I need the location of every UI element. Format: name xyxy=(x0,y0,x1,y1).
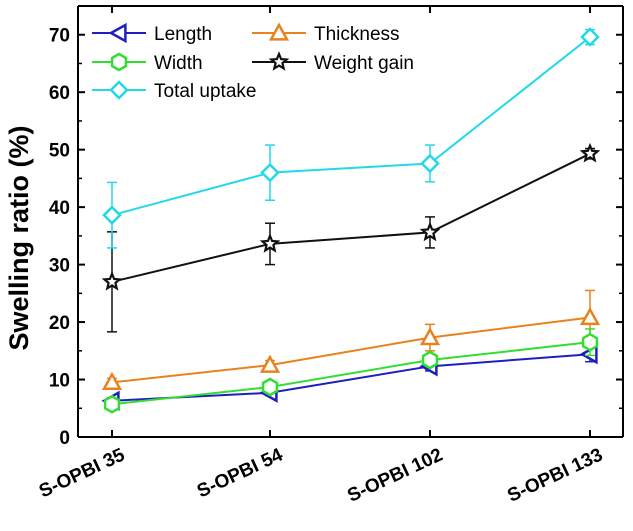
legend-item-length: Length xyxy=(92,22,212,45)
total-uptake-point xyxy=(420,153,440,174)
thickness-point xyxy=(101,371,123,391)
y-tick-label: 20 xyxy=(49,313,70,334)
legend-marker-total-uptake xyxy=(109,80,129,100)
legend-marker-thickness xyxy=(268,22,290,41)
legend: Length Thickness Width Weight gain Total upt… xyxy=(92,22,414,102)
legend-item-total-uptake: Total uptake xyxy=(92,80,256,102)
series-width xyxy=(103,328,599,414)
x-category-label: S-OPBI 54 xyxy=(194,444,287,502)
x-category-label: S-OPBI 35 xyxy=(36,444,129,502)
y-tick-label: 40 xyxy=(49,198,70,219)
total-uptake-point xyxy=(260,162,280,183)
weight-gain-point xyxy=(419,221,441,242)
series-length xyxy=(101,344,598,411)
series-weight-gain xyxy=(101,142,601,333)
x-category-label: S-OPBI 102 xyxy=(344,444,446,506)
legend-item-thickness: Thickness xyxy=(252,22,400,45)
width-point xyxy=(261,377,279,397)
legend-marker-length xyxy=(108,22,127,44)
width-point xyxy=(421,350,439,370)
thickness-point xyxy=(419,327,441,346)
y-tick-label: 10 xyxy=(49,371,70,392)
width-point xyxy=(581,332,599,352)
y-tick-label: 0 xyxy=(59,428,70,449)
series-layer xyxy=(101,27,601,414)
legend-item-weight-gain: Weight gain xyxy=(252,51,414,74)
series-total-uptake xyxy=(102,27,600,249)
width-point xyxy=(103,394,121,414)
legend-item-width: Width xyxy=(92,52,203,74)
length-line xyxy=(111,353,591,402)
legend-label-total-uptake: Total uptake xyxy=(154,81,256,102)
total-uptake-point xyxy=(580,27,600,47)
legend-marker-weight-gain xyxy=(268,51,290,71)
weight-gain-point xyxy=(101,270,123,291)
legend-label-width: Width xyxy=(154,53,203,74)
legend-label-weight-gain: Weight gain xyxy=(314,53,414,74)
weight-gain-point xyxy=(579,142,601,163)
legend-label-length: Length xyxy=(154,24,212,45)
y-tick-label: 50 xyxy=(49,141,70,162)
legend-marker-width xyxy=(110,52,128,72)
y-tick-label: 30 xyxy=(49,256,70,277)
weight-gain-point xyxy=(259,233,281,253)
y-axis-title: Swelling ratio (%) xyxy=(4,125,34,350)
y-tick-label: 70 xyxy=(49,26,70,47)
thickness-line xyxy=(111,316,591,384)
axes xyxy=(77,5,624,438)
y-axis-ticks: 0 10 20 30 40 50 60 70 xyxy=(49,26,623,449)
thickness-point xyxy=(259,354,281,373)
legend-label-thickness: Thickness xyxy=(314,24,400,45)
thickness-point xyxy=(579,306,601,326)
total-uptake-line xyxy=(111,36,591,217)
x-category-label: S-OPBI 133 xyxy=(504,444,606,506)
x-axis-ticks: S-OPBI 35 S-OPBI 54 S-OPBI 102 S-OPBI 133 xyxy=(36,6,606,507)
weight-gain-line xyxy=(111,152,591,283)
y-tick-label: 60 xyxy=(49,83,70,104)
total-uptake-point xyxy=(102,205,122,225)
width-line xyxy=(111,341,591,406)
